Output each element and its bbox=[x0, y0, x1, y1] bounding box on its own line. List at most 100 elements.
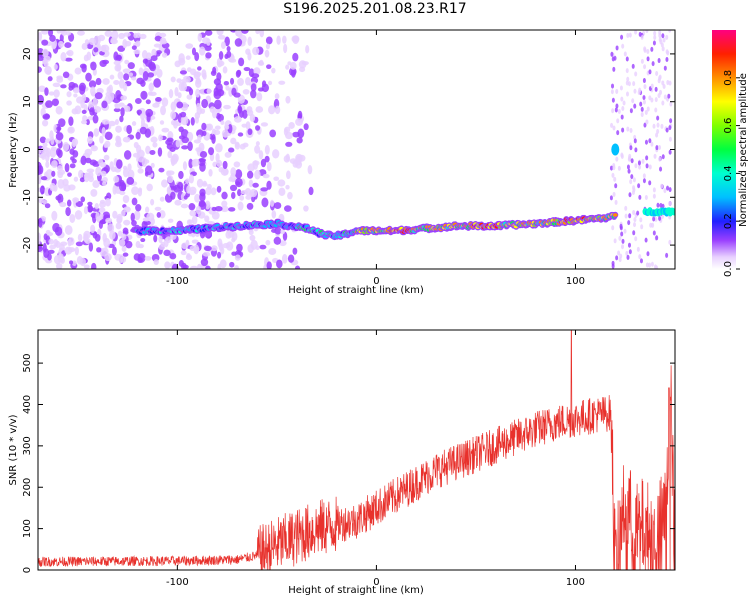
noise-blob bbox=[151, 48, 157, 57]
noise-blob bbox=[228, 58, 237, 63]
noise-blob bbox=[255, 125, 261, 131]
noise-blob bbox=[233, 161, 241, 168]
noise-blob bbox=[268, 247, 277, 255]
noise-blob bbox=[234, 116, 242, 123]
noise-blob bbox=[78, 82, 86, 92]
noise-blob bbox=[634, 30, 638, 35]
noise-blob bbox=[284, 205, 292, 212]
noise-blob bbox=[137, 257, 143, 264]
noise-blob bbox=[104, 253, 112, 262]
noise-blob bbox=[52, 82, 61, 88]
noise-blob bbox=[237, 94, 246, 104]
noise-blob bbox=[143, 220, 151, 226]
noise-blob bbox=[194, 51, 200, 62]
noise-blob bbox=[617, 108, 621, 114]
x-tick-label-bottom: -100 bbox=[166, 577, 189, 588]
noise-blob bbox=[308, 186, 314, 196]
noise-blob bbox=[226, 50, 232, 58]
noise-blob bbox=[116, 54, 122, 60]
noise-blob bbox=[621, 238, 625, 244]
noise-blob bbox=[208, 169, 213, 177]
noise-blob bbox=[115, 222, 122, 230]
noise-blob bbox=[194, 193, 201, 203]
noise-blob bbox=[611, 225, 615, 231]
colorbar-tick-label: 0.8 bbox=[723, 70, 734, 86]
noise-blob bbox=[612, 165, 616, 171]
noise-blob bbox=[99, 219, 107, 225]
noise-blob bbox=[254, 145, 261, 154]
noise-blob bbox=[120, 210, 126, 217]
noise-blob bbox=[146, 52, 152, 60]
noise-blob bbox=[661, 100, 665, 106]
noise-blob bbox=[195, 147, 202, 152]
noise-blob bbox=[194, 246, 200, 252]
noise-blob bbox=[72, 197, 80, 203]
noise-blob bbox=[67, 126, 75, 134]
noise-blob bbox=[259, 30, 265, 38]
noise-blob bbox=[161, 179, 168, 188]
noise-blob bbox=[115, 125, 122, 133]
noise-blob bbox=[163, 249, 171, 257]
noise-blob bbox=[273, 202, 282, 209]
noise-blob bbox=[255, 30, 260, 35]
noise-blob bbox=[653, 30, 657, 36]
noise-blob bbox=[137, 168, 144, 174]
noise-blob bbox=[611, 97, 615, 103]
noise-blob bbox=[189, 210, 197, 217]
noise-blob bbox=[648, 69, 652, 75]
noise-blob bbox=[655, 145, 659, 151]
noise-blob bbox=[295, 118, 303, 126]
noise-blob bbox=[56, 165, 63, 172]
noise-blob bbox=[214, 206, 223, 212]
noise-blob bbox=[195, 205, 202, 215]
noise-blob bbox=[197, 32, 203, 43]
noise-blob bbox=[56, 262, 63, 269]
noise-blob bbox=[38, 177, 42, 185]
noise-blob bbox=[168, 89, 174, 99]
noise-blob bbox=[264, 49, 270, 58]
noise-blob bbox=[645, 155, 649, 161]
noise-blob bbox=[224, 36, 230, 47]
noise-blob bbox=[153, 259, 159, 265]
noise-blob bbox=[242, 89, 250, 95]
noise-blob bbox=[69, 260, 74, 265]
noise-blob bbox=[621, 106, 625, 112]
noise-blob bbox=[60, 84, 67, 89]
noise-blob bbox=[611, 108, 615, 114]
noise-blob bbox=[185, 43, 194, 49]
noise-blob bbox=[243, 67, 251, 72]
noise-blob bbox=[48, 30, 54, 37]
noise-blob bbox=[634, 71, 638, 77]
page-title: S196.2025.201.08.23.R17 bbox=[283, 1, 467, 17]
noise-blob bbox=[47, 76, 53, 82]
noise-blob bbox=[216, 159, 223, 167]
noise-blob bbox=[612, 125, 616, 131]
noise-blob bbox=[45, 69, 52, 75]
noise-blob bbox=[217, 34, 226, 40]
noise-blob bbox=[191, 159, 197, 167]
noise-blob bbox=[101, 126, 106, 137]
colorbar: 0.0 0.2 0.4 0.6 0.8 Normalized spectral ampl… bbox=[712, 30, 749, 277]
noise-blob bbox=[234, 30, 242, 36]
noise-blob bbox=[167, 218, 174, 223]
noise-blob bbox=[79, 177, 86, 183]
noise-blob bbox=[187, 141, 193, 152]
noise-blob bbox=[245, 48, 251, 55]
noise-blob bbox=[65, 206, 71, 217]
noise-blob bbox=[615, 255, 619, 261]
noise-blob bbox=[271, 67, 276, 74]
noise-blob bbox=[135, 204, 142, 212]
noise-blob bbox=[626, 126, 630, 132]
noise-blob bbox=[210, 70, 217, 76]
noise-blob bbox=[295, 153, 303, 162]
noise-blob bbox=[131, 121, 137, 126]
noise-blob bbox=[138, 244, 144, 249]
noise-blob bbox=[155, 50, 162, 55]
noise-blob bbox=[77, 30, 85, 36]
noise-blob bbox=[609, 165, 613, 171]
noise-blob bbox=[182, 161, 188, 171]
noise-blob bbox=[204, 215, 210, 223]
noise-blob bbox=[140, 90, 148, 100]
noise-blob bbox=[652, 230, 656, 236]
noise-blob bbox=[613, 238, 617, 244]
